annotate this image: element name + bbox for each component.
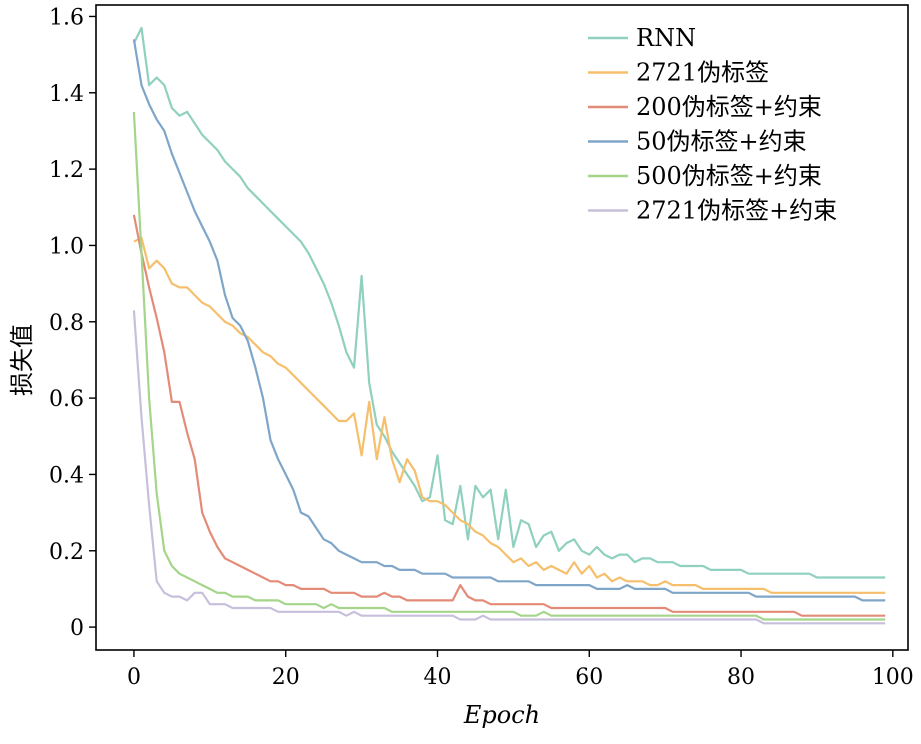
y-tick-label: 1.2 bbox=[49, 158, 84, 183]
x-tick-label: 80 bbox=[727, 665, 755, 690]
y-axis-ticks: 0 0.2 0.4 0.6 0.8 1.0 1.2 1.4 1.6 bbox=[49, 5, 96, 641]
x-tick-label: 20 bbox=[272, 665, 300, 690]
legend: RNN 2721伪标签 200伪标签+约束 50伪标签+约束 500伪标签+约束 2721… bbox=[588, 24, 837, 225]
x-tick-label: 100 bbox=[872, 665, 914, 690]
y-axis-title: 损失值 bbox=[8, 324, 36, 396]
legend-label: 2721伪标签 bbox=[636, 59, 769, 87]
series-line-1 bbox=[132, 26, 886, 579]
x-tick-label: 40 bbox=[423, 665, 451, 690]
legend-label: 2721伪标签+约束 bbox=[636, 197, 837, 225]
series-line-4 bbox=[132, 39, 886, 602]
y-tick-label: 0 bbox=[70, 616, 84, 641]
y-tick-label: 1.4 bbox=[49, 82, 84, 107]
plot-lines bbox=[132, 26, 886, 625]
series-line-3 bbox=[132, 214, 886, 617]
legend-label: RNN bbox=[636, 24, 696, 52]
y-tick-label: 0.6 bbox=[49, 387, 84, 412]
y-tick-label: 1.0 bbox=[49, 234, 84, 259]
series-line-6 bbox=[132, 310, 886, 625]
legend-label: 200伪标签+约束 bbox=[636, 93, 822, 121]
x-axis-title: Epoch bbox=[463, 701, 540, 729]
legend-label: 500伪标签+约束 bbox=[636, 162, 822, 190]
y-tick-label: 1.6 bbox=[49, 5, 84, 30]
y-tick-label: 0.2 bbox=[49, 540, 84, 565]
series-line-5 bbox=[132, 111, 886, 621]
x-axis-ticks: 0 20 40 60 80 100 bbox=[127, 650, 914, 690]
series-line-2 bbox=[133, 236, 886, 594]
legend-label: 50伪标签+约束 bbox=[636, 128, 807, 156]
y-tick-label: 0.4 bbox=[49, 463, 84, 488]
plot-frame bbox=[95, 4, 909, 651]
x-tick-label: 60 bbox=[575, 665, 603, 690]
y-tick-label: 0.8 bbox=[49, 311, 84, 336]
x-tick-label: 0 bbox=[127, 665, 141, 690]
